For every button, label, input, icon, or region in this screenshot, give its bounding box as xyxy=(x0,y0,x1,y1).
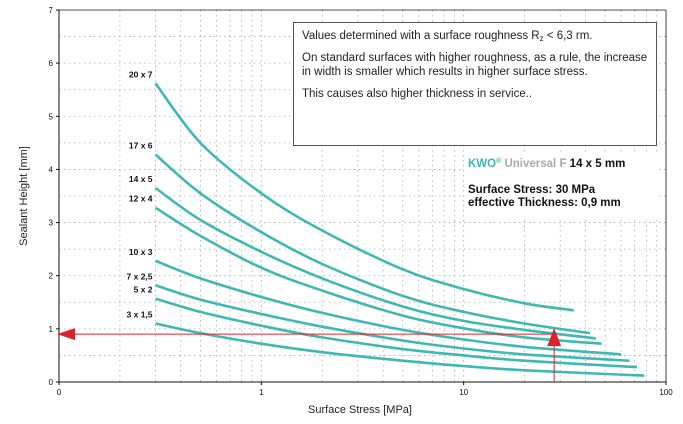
kwo-surface-stress: Surface Stress: 30 MPa xyxy=(468,184,596,196)
roughness-note-box: Values determined with a surface roughne… xyxy=(293,22,657,146)
kwo-product-name: Universal F xyxy=(501,158,567,170)
kwo-effective-thickness: effective Thickness: 0,9 mm xyxy=(468,197,621,209)
x-tick-label: 1 xyxy=(259,388,264,397)
axes xyxy=(56,9,667,385)
curve-3-x-1-5 xyxy=(155,322,645,377)
x-tick-label: 10 xyxy=(459,388,468,397)
kwo-example-box: KWO® Universal F 14 x 5 mm Surface Stres… xyxy=(464,155,659,218)
curve-20-x-7 xyxy=(154,82,574,312)
kwo-product-size: 14 x 5 mm xyxy=(566,158,626,170)
x-tick-label: 100 xyxy=(659,388,673,397)
curve-5-x-2 xyxy=(155,297,638,369)
y-tick-label: 7 xyxy=(49,6,54,15)
x-tick-label: 0 xyxy=(57,388,62,397)
curve-10-x-3 xyxy=(155,259,622,356)
y-tick-label: 1 xyxy=(49,325,54,334)
thickness-note-paragraph: This causes also higher thickness in ser… xyxy=(302,88,533,100)
reading-guide xyxy=(57,328,562,382)
curve-17-x-6 xyxy=(154,153,590,335)
roughness-note-paragraph: On standard surfaces with higher roughne… xyxy=(302,52,648,78)
kwo-product-title: KWO® Universal F 14 x 5 mm xyxy=(468,158,626,170)
curve-labels: 20 x 7 17 x 6 14 x 5 12 x 4 10 x 3 7 x 2,5 5 x… xyxy=(127,69,153,319)
y-tick-label: 5 xyxy=(49,112,54,121)
curve-12-x-4 xyxy=(154,206,602,345)
curve-label: 20 x 7 xyxy=(129,69,153,79)
curve-label: 14 x 5 xyxy=(129,174,153,184)
y-tick-label: 2 xyxy=(49,272,54,281)
curve-14-x-5 xyxy=(154,186,596,340)
curve-7-x-2-5 xyxy=(155,284,630,362)
tick-labels: 0 1 10 100 0 1 2 3 4 5 6 7 xyxy=(49,6,674,397)
kwo-brand: KWO xyxy=(468,158,497,170)
curve-label: 17 x 6 xyxy=(129,141,153,151)
curve-label: 10 x 3 xyxy=(129,247,153,257)
roughness-note-line: Values determined with a surface roughne… xyxy=(302,30,593,43)
y-tick-label: 6 xyxy=(49,59,54,68)
arrow-up-head xyxy=(547,328,562,347)
y-tick-label: 0 xyxy=(49,378,54,387)
curve-label: 5 x 2 xyxy=(134,285,153,295)
y-tick-label: 3 xyxy=(49,219,54,228)
arrow-left-head xyxy=(57,328,75,341)
curve-label: 3 x 1,5 xyxy=(127,310,153,320)
curve-label: 12 x 4 xyxy=(129,194,153,204)
y-axis-label: Sealant Height [mm] xyxy=(18,146,30,246)
curves xyxy=(154,82,645,377)
x-axis-label: Surface Stress [MPa] xyxy=(308,404,412,416)
y-tick-label: 4 xyxy=(49,165,54,174)
curve-label: 7 x 2,5 xyxy=(127,271,153,281)
